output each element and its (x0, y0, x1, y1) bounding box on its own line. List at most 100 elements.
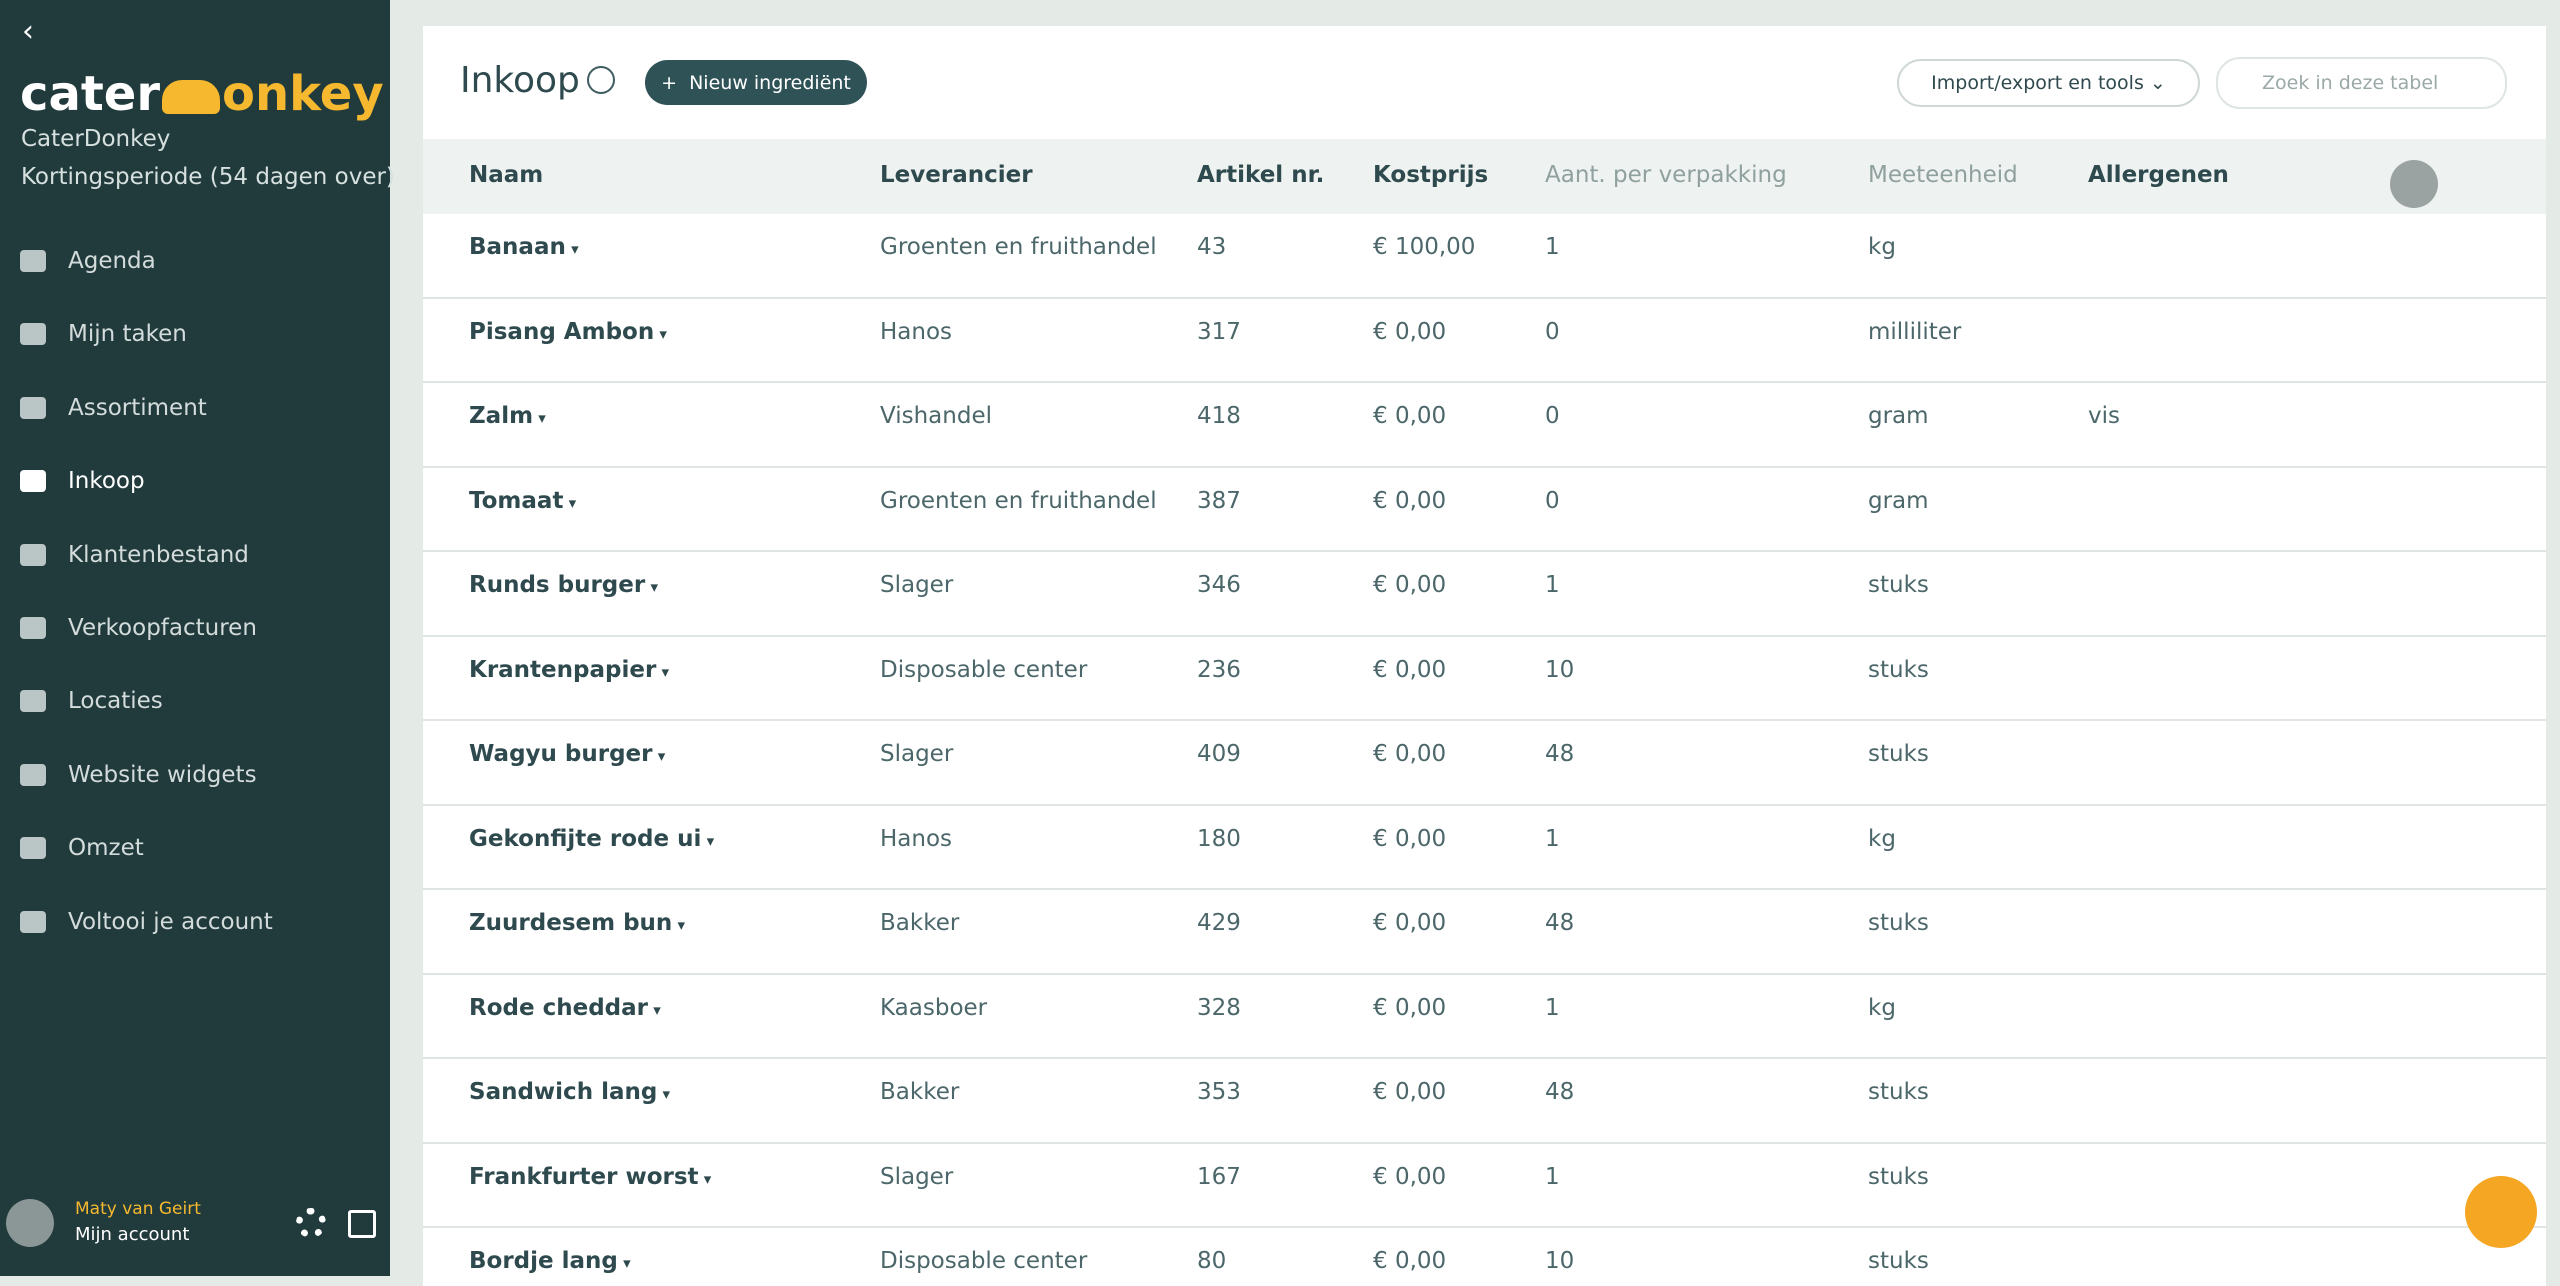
table-cell: gram (1868, 487, 1929, 514)
table-cell: € 0,00 (1373, 487, 1447, 514)
avatar[interactable] (6, 1199, 54, 1247)
table-cell[interactable]: Rode cheddar ▾ (469, 994, 661, 1021)
column-header[interactable]: Leverancier (880, 162, 1033, 188)
nav-item[interactable]: Locaties (68, 688, 163, 715)
table-row[interactable]: Rode cheddar ▾ Kaasboer 328 € 0,00 1 kg (423, 975, 2546, 1059)
table-cell[interactable]: Tomaat ▾ (469, 487, 577, 514)
table-cell[interactable]: Bordje lang ▾ (469, 1248, 631, 1274)
column-header[interactable]: Allergenen (2088, 162, 2229, 188)
table-cell: gram (1868, 403, 1929, 429)
table-cell: Hanos (880, 318, 953, 345)
table-cell[interactable]: Pisang Ambon ▾ (469, 318, 667, 345)
nav-icon (20, 763, 46, 786)
table-row[interactable]: Zalm ▾ Vishandel 418 € 0,00 0 gram vis (423, 383, 2546, 468)
company-name: CaterDonkey (21, 126, 171, 152)
table-cell: Disposable center (880, 656, 1088, 683)
nav-icon (20, 396, 46, 419)
logo-text: cater (20, 66, 161, 122)
table-cell: stuks (1868, 1248, 1929, 1274)
table-row[interactable]: Gekonfijte rode ui ▾ Hanos 180 € 0,00 1 kg (423, 806, 2546, 890)
table-cell: € 100,00 (1373, 234, 1476, 260)
table-cell: 0 (1545, 487, 1560, 514)
info-icon[interactable] (587, 66, 615, 94)
table-cell[interactable]: Runds burger ▾ (469, 572, 658, 598)
nav-item[interactable]: Klantenbestand (68, 541, 249, 568)
table-row[interactable]: Krantenpapier ▾ Disposable center 236 € 0,0… (423, 637, 2546, 721)
content-panel: Inkoop + Nieuw ingrediënt Import/export … (423, 26, 2546, 1286)
table-cell: stuks (1868, 1163, 1929, 1190)
import-export-button[interactable]: Import/export en tools ⌄ (1897, 59, 2200, 107)
back-button[interactable]: ‹ (22, 14, 34, 49)
column-header[interactable]: Naam (469, 162, 544, 188)
button-label: Import/export en tools (1931, 72, 2144, 94)
table-cell: Vishandel (880, 403, 992, 429)
nav-item[interactable]: Omzet (68, 835, 144, 862)
search-input[interactable]: Zoek in deze tabel (2216, 57, 2507, 109)
table-cell: stuks (1868, 572, 1929, 598)
table-row[interactable]: Sandwich lang ▾ Bakker 353 € 0,00 48 stuks (423, 1059, 2546, 1144)
table-cell[interactable]: Frankfurter worst ▾ (469, 1163, 712, 1190)
nav-item[interactable]: Website widgets (68, 761, 257, 788)
table-cell[interactable]: Banaan ▾ (469, 234, 579, 260)
table-cell: 0 (1545, 318, 1560, 345)
table-cell: 418 (1197, 403, 1241, 429)
table-row[interactable]: Zuurdesem bun ▾ Bakker 429 € 0,00 48 stuks (423, 890, 2546, 975)
table-cell: kg (1868, 234, 1896, 260)
table-cell: 236 (1197, 656, 1241, 683)
table-cell: € 0,00 (1373, 994, 1447, 1021)
table-cell: 1 (1545, 572, 1560, 598)
table-cell: 1 (1545, 234, 1560, 260)
table-cell: Kaasboer (880, 994, 988, 1021)
table-row[interactable]: Runds burger ▾ Slager 346 € 0,00 1 stuks (423, 552, 2546, 637)
account-link[interactable]: Mijn account (75, 1224, 190, 1245)
nav-icon (20, 690, 46, 713)
table-row[interactable]: Banaan ▾ Groenten en fruithandel 43 € 100,0… (423, 214, 2546, 299)
nav-item[interactable]: Voltooi je account (68, 908, 273, 935)
table-row[interactable]: Frankfurter worst ▾ Slager 167 € 0,00 1 stuks (423, 1144, 2546, 1228)
table-cell: stuks (1868, 910, 1929, 936)
column-search-button[interactable] (2390, 160, 2438, 208)
table-cell[interactable]: Gekonfijte rode ui ▾ (469, 825, 715, 852)
table-row[interactable]: Tomaat ▾ Groenten en fruithandel 387 € 0,00… (423, 468, 2546, 552)
table-cell: Groenten en fruithandel (880, 487, 1157, 514)
table-row[interactable]: Wagyu burger ▾ Slager 409 € 0,00 48 stuks (423, 721, 2546, 806)
table-row[interactable]: Bordje lang ▾ Disposable center 80 € 0,00 10… (423, 1228, 2546, 1286)
nav-item[interactable]: Inkoop (68, 468, 145, 495)
table-cell[interactable]: Wagyu burger ▾ (469, 741, 666, 767)
table-cell: Slager (880, 1163, 954, 1190)
nav-item[interactable]: Agenda (68, 248, 156, 274)
table-cell: 43 (1197, 234, 1227, 260)
column-header[interactable]: Aant. per verpakking (1545, 162, 1787, 188)
nav-item[interactable]: Mijn taken (68, 321, 187, 348)
table-cell: € 0,00 (1373, 825, 1447, 852)
table-cell: Disposable center (880, 1248, 1088, 1274)
table-cell: 80 (1197, 1248, 1227, 1274)
column-header[interactable]: Meeteenheid (1868, 162, 2018, 188)
table-cell[interactable]: Krantenpapier ▾ (469, 656, 670, 683)
new-ingredient-button[interactable]: + Nieuw ingrediënt (645, 60, 867, 105)
user-name[interactable]: Maty van Geirt (75, 1199, 201, 1219)
nav-item[interactable]: Assortiment (68, 394, 207, 421)
settings-icon[interactable] (296, 1208, 326, 1238)
search-placeholder: Zoek in deze tabel (2262, 72, 2439, 94)
table-cell: 1 (1545, 1163, 1560, 1190)
logout-icon[interactable] (348, 1210, 376, 1238)
nav-item[interactable]: Verkoopfacturen (68, 615, 257, 641)
nav-icon (20, 323, 46, 346)
column-header[interactable]: Artikel nr. (1197, 162, 1325, 188)
table-cell: kg (1868, 825, 1896, 852)
table-cell[interactable]: Zalm ▾ (469, 403, 546, 429)
table-row[interactable]: Pisang Ambon ▾ Hanos 317 € 0,00 0 milliliter (423, 299, 2546, 383)
table-cell: 167 (1197, 1163, 1241, 1190)
table-cell[interactable]: Sandwich lang ▾ (469, 1079, 671, 1105)
column-header[interactable]: Kostprijs (1373, 162, 1489, 188)
table-cell: € 0,00 (1373, 318, 1447, 345)
table-cell[interactable]: Zuurdesem bun ▾ (469, 910, 686, 936)
chat-button[interactable] (2465, 1176, 2537, 1248)
table-cell: € 0,00 (1373, 1248, 1447, 1274)
table-cell: kg (1868, 994, 1896, 1021)
table-cell: 346 (1197, 572, 1241, 598)
table-header (423, 139, 2546, 214)
table-cell: 10 (1545, 1248, 1575, 1274)
table-cell: 328 (1197, 994, 1241, 1021)
